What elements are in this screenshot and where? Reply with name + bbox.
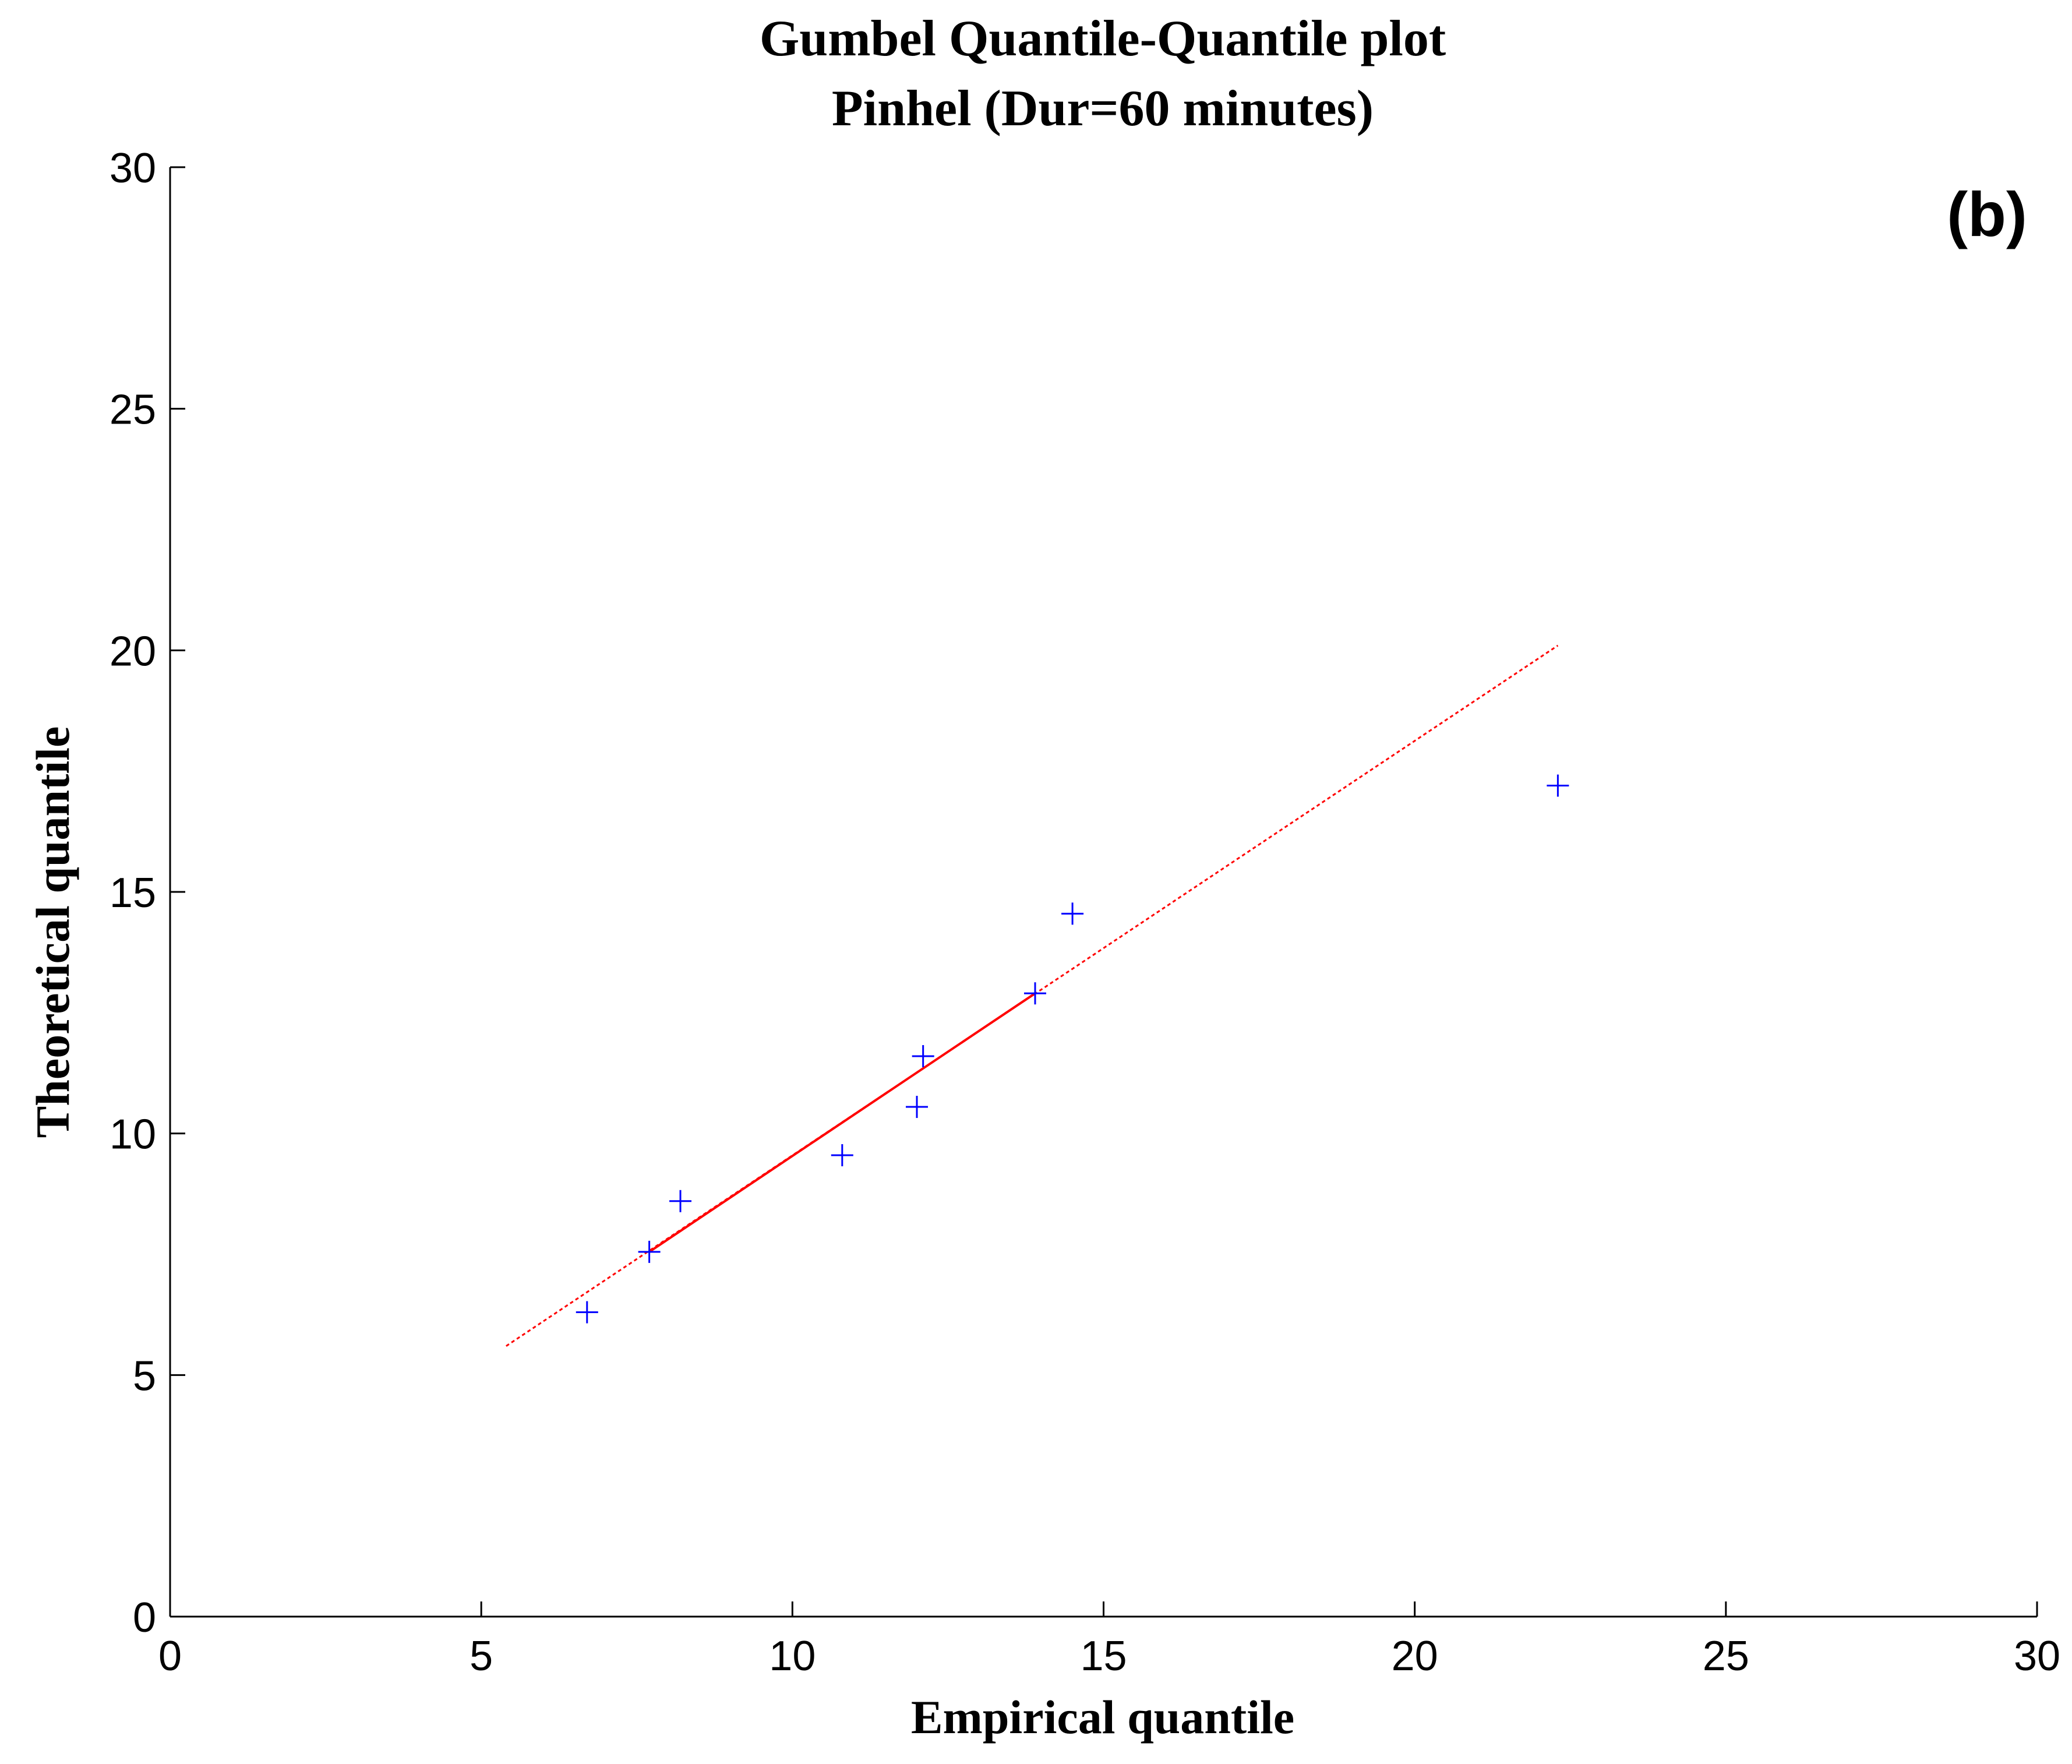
y-tick-label: 25: [110, 387, 156, 433]
fit-line-dotted: [506, 644, 1559, 1347]
x-tick-label: 15: [1080, 1633, 1127, 1680]
data-point: [1023, 982, 1046, 1005]
y-tick-label: 0: [133, 1594, 156, 1641]
data-points: [576, 774, 1569, 1324]
y-tick-label: 5: [133, 1353, 156, 1399]
data-point: [1547, 774, 1569, 797]
chart-subtitle: Pinhel (Dur=60 minutes): [832, 80, 1374, 137]
x-tick-label: 20: [1392, 1633, 1438, 1680]
panel-label: (b): [1947, 179, 2027, 249]
y-tick-label: 20: [110, 628, 156, 675]
chart-title: Gumbel Quantile-Quantile plot: [760, 10, 1446, 67]
x-tick-label: 5: [470, 1633, 493, 1680]
y-tick-label: 15: [110, 870, 156, 916]
data-point: [831, 1144, 853, 1166]
data-point: [669, 1190, 692, 1212]
x-tick-label: 10: [769, 1633, 816, 1680]
data-point: [576, 1301, 598, 1324]
x-axis-title: Empirical quantile: [911, 1691, 1294, 1744]
x-tick-label: 0: [158, 1633, 182, 1680]
data-point: [638, 1240, 661, 1263]
data-point: [906, 1096, 928, 1119]
x-tick-label: 25: [1703, 1633, 1749, 1680]
x-tick-label: 30: [2014, 1633, 2060, 1680]
y-axis-title: Theoretical quantile: [26, 726, 79, 1138]
y-tick-label: 10: [110, 1112, 156, 1158]
data-point: [912, 1045, 934, 1067]
y-tick-label: 30: [110, 145, 156, 192]
axes: 0 5 10 15 20 25 30 0 5 10 15 20 25 30: [110, 145, 2060, 1680]
reference-lines: [506, 644, 1559, 1347]
data-point: [1061, 902, 1084, 925]
